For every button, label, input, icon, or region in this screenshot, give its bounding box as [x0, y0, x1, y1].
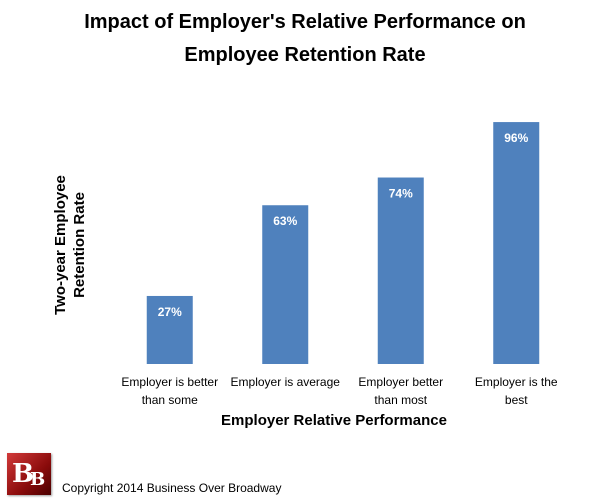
x-tick-label-1: Employer is better than some: [105, 373, 235, 409]
y-axis-label-line-1: Two-year Employee: [52, 175, 69, 315]
data-label-3: 74%: [389, 187, 413, 201]
x-tick-label-line: Employer better: [358, 375, 444, 389]
data-label-2: 63%: [273, 214, 297, 228]
chart-title-line-2: Employee Retention Rate: [184, 44, 426, 66]
x-tick-label-3: Employer better than most: [336, 373, 466, 409]
chart-title-line-1: Impact of Employer's Relative Performanc…: [84, 11, 526, 33]
chart-title: Impact of Employer's Relative Performanc…: [0, 6, 610, 72]
x-tick-label-4: Employer is the best: [451, 373, 581, 409]
x-tick-label-line: than some: [141, 393, 198, 407]
y-axis-label-line-2: Retention Rate: [71, 192, 88, 298]
bar-4: [493, 122, 540, 364]
y-axis-label: Two-year Employee Retention Rate: [51, 175, 89, 315]
bar-3: [377, 177, 424, 364]
bar-1: [146, 295, 193, 364]
x-tick-label-2: Employer is average: [220, 373, 350, 391]
data-label-1: 27%: [158, 305, 182, 319]
x-tick-label-line: Employer is average: [230, 375, 340, 389]
data-label-4: 96%: [504, 131, 528, 145]
bar-2: [262, 205, 309, 364]
x-tick-label-line: best: [504, 393, 528, 407]
x-tick-label-line: than most: [374, 393, 428, 407]
copyright-text: Copyright 2014 Business Over Broadway: [62, 481, 282, 495]
x-axis-label: Employer Relative Performance: [221, 412, 447, 429]
x-tick-label-line: Employer is better: [121, 375, 219, 389]
x-tick-label-line: Employer is the: [474, 375, 558, 389]
